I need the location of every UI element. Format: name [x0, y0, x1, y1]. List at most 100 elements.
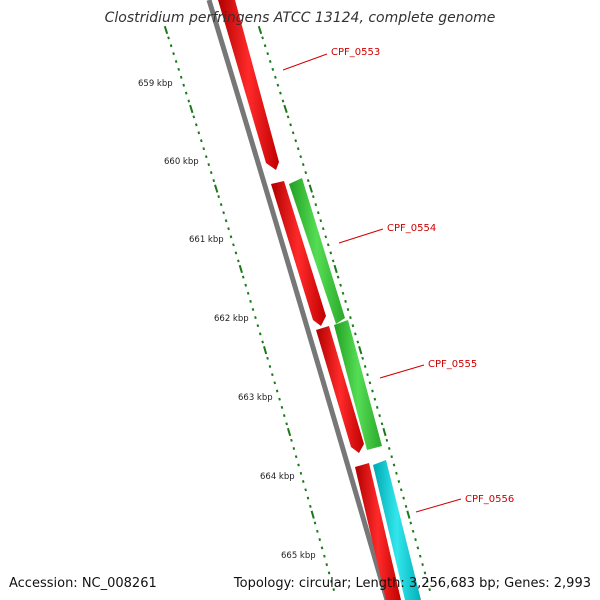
- ruler-tick: [402, 496, 405, 500]
- ruler-tick: [234, 251, 238, 255]
- gene-cpf-0556[interactable]: [373, 460, 421, 600]
- ruler-tick: [313, 521, 317, 525]
- ruler-tick: [356, 340, 360, 344]
- ruler-tick: [163, 25, 169, 35]
- ruler-tick: [351, 324, 355, 328]
- ruler-tick: [375, 405, 379, 409]
- kbp-label-662: 662 kbp: [214, 314, 249, 324]
- ruler-tick: [354, 332, 357, 336]
- ruler-tick: [392, 463, 396, 467]
- ruler-tick: [428, 588, 431, 592]
- ruler-tick: [256, 324, 260, 328]
- ruler-tick: [409, 521, 413, 525]
- ruler-tick: [192, 115, 196, 119]
- ruler-tick: [261, 36, 264, 40]
- kbp-label-664: 664 kbp: [260, 472, 295, 482]
- gene-label-cpf-0554[interactable]: CPF_0554: [387, 223, 436, 234]
- ruler-tick: [283, 104, 288, 114]
- ruler-tick: [174, 60, 178, 63]
- ruler-tick: [411, 529, 415, 533]
- ruler-tick: [323, 554, 326, 558]
- ruler-tick: [266, 356, 269, 360]
- ruler-tick: [268, 365, 272, 368]
- ruler-tick: [276, 83, 280, 87]
- ruler-tick: [309, 504, 312, 508]
- ruler-tick: [385, 438, 389, 442]
- ruler-tick: [219, 203, 223, 207]
- ruler-tick: [301, 480, 305, 483]
- gene-label-cpf-0556[interactable]: CPF_0556: [465, 494, 514, 505]
- gene-label-cpf-0555[interactable]: CPF_0555: [428, 359, 477, 370]
- ruler-tick: [316, 529, 319, 533]
- ruler-tick: [290, 438, 293, 442]
- ruler-tick: [212, 179, 216, 183]
- gene-cpf-0555-forward-strand[interactable]: [316, 326, 364, 453]
- ruler-tick: [426, 579, 429, 583]
- ruler-tick: [358, 346, 363, 355]
- ruler-tick: [404, 504, 408, 508]
- ruler-tick: [418, 554, 422, 558]
- ruler-tick: [286, 115, 290, 119]
- ruler-tick: [406, 510, 411, 519]
- ruler-tick: [169, 44, 173, 48]
- gene-cpf-0554[interactable]: [289, 178, 345, 324]
- ruler-tick: [333, 264, 338, 274]
- ruler-tick: [294, 455, 298, 459]
- ruler-tick: [229, 235, 233, 239]
- ruler-tick: [296, 147, 300, 151]
- gene-cpf-0555[interactable]: [334, 320, 382, 450]
- ruler-tick: [366, 373, 369, 377]
- ruler-tick: [414, 538, 417, 542]
- ruler-tick: [273, 381, 277, 385]
- ruler-tick: [371, 389, 374, 393]
- ruler-tick: [299, 155, 303, 159]
- ruler-tick: [279, 91, 282, 95]
- ruler-tick: [207, 163, 211, 167]
- ruler-tick: [182, 83, 186, 87]
- gene-cpf-0554-forward-strand[interactable]: [271, 181, 326, 326]
- ruler-tick: [179, 75, 183, 79]
- ruler-tick: [238, 264, 243, 274]
- kbp-label-665: 665 kbp: [281, 551, 316, 561]
- outer-ruler-ticks: [257, 25, 431, 592]
- ruler-tick: [202, 147, 206, 151]
- ruler-tick: [301, 163, 305, 167]
- ruler-tick: [306, 179, 310, 183]
- ruler-tick: [254, 316, 257, 320]
- ruler-tick: [227, 227, 230, 231]
- gene-cpf-0553-left[interactable]: [218, 0, 279, 170]
- kbp-label-663: 663 kbp: [238, 393, 273, 403]
- ruler-tick: [224, 219, 228, 223]
- ruler-tick: [263, 44, 267, 48]
- gene-cpf-0556-forward-strand[interactable]: [355, 463, 401, 600]
- ruler-tick: [167, 36, 170, 40]
- ruler-tick: [341, 291, 345, 295]
- ruler-tick: [271, 373, 274, 377]
- ruler-tick: [336, 275, 340, 279]
- ruler-tick: [278, 397, 281, 401]
- ruler-tick: [222, 211, 225, 215]
- ruler-tick: [321, 227, 325, 231]
- ruler-tick: [361, 356, 364, 360]
- ruler-tick: [395, 471, 398, 475]
- ruler-tick: [304, 488, 307, 492]
- ruler-tick: [214, 184, 219, 193]
- ruler-tick: [294, 139, 298, 143]
- ruler-tick: [324, 235, 328, 239]
- accession-text: Accession: NC_008261: [9, 576, 157, 591]
- ruler-tick: [349, 316, 352, 320]
- label-line-cpf-0555: [379, 364, 425, 379]
- ruler-tick: [311, 195, 315, 199]
- gene-label-cpf-0553[interactable]: CPF_0553: [331, 47, 380, 58]
- ruler-tick: [327, 571, 331, 575]
- ruler-tick: [232, 243, 235, 247]
- ruler-tick: [204, 155, 208, 159]
- ruler-tick: [285, 422, 288, 426]
- ruler-tick: [177, 67, 181, 71]
- kbp-label-661: 661 kbp: [189, 235, 224, 245]
- ruler-tick: [246, 291, 250, 295]
- ruler-tick: [421, 563, 424, 567]
- ruler-tick: [346, 307, 350, 312]
- ruler-tick: [325, 563, 329, 567]
